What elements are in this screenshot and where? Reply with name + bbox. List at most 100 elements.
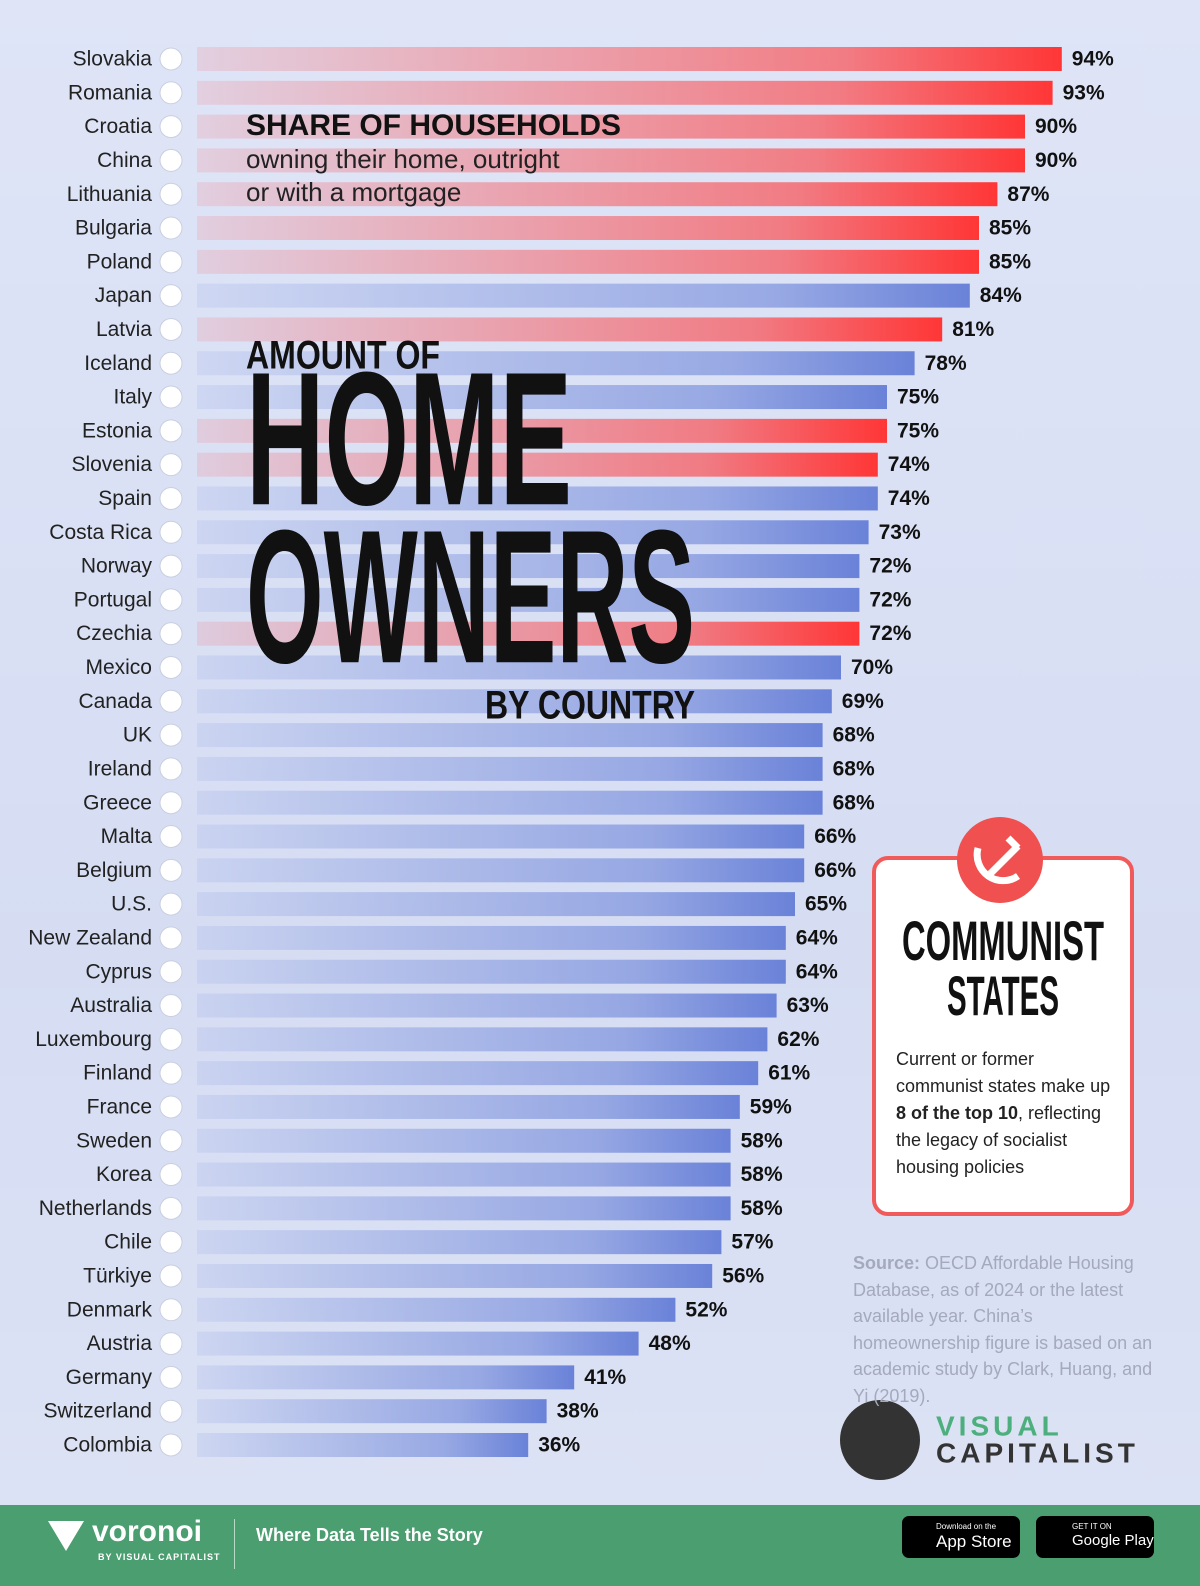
category-label: Chile <box>104 1231 152 1254</box>
category-label: Czechia <box>76 622 152 645</box>
footer-logo-sub: BY VISUAL CAPITALIST <box>98 1552 221 1562</box>
value-label: 59% <box>750 1095 792 1118</box>
bar <box>197 520 869 545</box>
category-label: Croatia <box>84 115 152 138</box>
bar <box>197 689 832 714</box>
value-label: 93% <box>1063 81 1105 104</box>
flag <box>159 554 183 578</box>
category-label: Italy <box>113 386 152 409</box>
bar <box>197 216 979 241</box>
value-label: 85% <box>989 217 1031 240</box>
value-label: 75% <box>897 386 939 409</box>
category-label: UK <box>123 724 152 747</box>
category-label: Mexico <box>85 656 152 679</box>
value-label: 72% <box>869 555 911 578</box>
flag <box>159 1163 183 1187</box>
flag <box>159 1332 183 1356</box>
category-label: New Zealand <box>28 926 152 949</box>
value-label: 66% <box>814 859 856 882</box>
brand-line: CAPITALIST <box>936 1437 1139 1468</box>
flag <box>159 250 183 274</box>
bar <box>197 1061 759 1086</box>
bar <box>197 283 970 308</box>
category-label: Spain <box>98 487 152 510</box>
flag <box>159 520 183 544</box>
flag <box>159 182 183 206</box>
category-label: U.S. <box>111 893 152 916</box>
value-label: 64% <box>796 960 838 983</box>
footer: voronoi BY VISUAL CAPITALIST Where Data … <box>0 1505 1200 1586</box>
google-play-button[interactable]: GET IT ON Google Play <box>1036 1516 1154 1558</box>
category-label: Portugal <box>74 588 152 611</box>
flag <box>159 115 183 139</box>
flag <box>159 1196 183 1220</box>
category-label: Austria <box>87 1332 153 1355</box>
bar <box>197 892 795 917</box>
category-label: Malta <box>101 825 153 848</box>
value-label: 38% <box>557 1400 599 1423</box>
bar <box>197 655 841 680</box>
value-label: 69% <box>842 690 884 713</box>
value-label: 68% <box>833 724 875 747</box>
annotation-heading: STATES <box>947 964 1059 1027</box>
bar <box>197 925 786 950</box>
bar <box>197 47 1062 71</box>
value-label: 56% <box>722 1265 764 1288</box>
subtitle-line: owning their home, outright <box>246 144 560 174</box>
value-label: 84% <box>980 284 1022 307</box>
category-label: Denmark <box>67 1298 153 1321</box>
annotation-text: Current or former communist states make … <box>896 1046 1111 1181</box>
value-label: 58% <box>741 1163 783 1186</box>
bar <box>197 1365 575 1390</box>
bar <box>197 756 823 781</box>
flag <box>159 757 183 781</box>
button-text: Google Play <box>1072 1532 1154 1549</box>
value-label: 63% <box>787 994 829 1017</box>
value-label: 81% <box>952 318 994 341</box>
category-label: Netherlands <box>39 1197 152 1220</box>
button-small: Download on the <box>936 1522 997 1531</box>
bar <box>197 486 878 511</box>
flag <box>159 926 183 950</box>
bar <box>197 858 805 883</box>
flag <box>159 47 183 71</box>
category-label: Colombia <box>63 1434 152 1457</box>
value-label: 48% <box>649 1332 691 1355</box>
footer-logo: voronoi <box>92 1515 202 1548</box>
bar <box>197 1094 740 1119</box>
value-label: 57% <box>731 1231 773 1254</box>
flag <box>159 419 183 443</box>
bar <box>197 993 777 1018</box>
brand-line: VISUAL <box>936 1410 1063 1441</box>
bar <box>197 1128 731 1153</box>
flag <box>159 1399 183 1423</box>
category-label: Luxembourg <box>35 1028 152 1051</box>
flag <box>159 1298 183 1322</box>
source-label: Source: <box>853 1253 921 1273</box>
bar <box>197 959 786 984</box>
flag <box>159 622 183 646</box>
category-label: Norway <box>81 555 153 578</box>
value-label: 68% <box>833 757 875 780</box>
flag <box>159 1129 183 1153</box>
flag <box>159 1365 183 1389</box>
category-label: Canada <box>78 690 152 713</box>
value-label: 75% <box>897 419 939 442</box>
value-label: 68% <box>833 791 875 814</box>
category-label: Lithuania <box>67 183 153 206</box>
bar <box>197 621 860 646</box>
subtitle-heading: SHARE OF HOUSEHOLDS <box>246 109 621 142</box>
category-label: Estonia <box>82 419 152 442</box>
bar <box>197 723 823 748</box>
flag <box>159 655 183 679</box>
bar <box>197 385 887 410</box>
bar <box>197 1263 713 1288</box>
bar <box>197 1162 731 1187</box>
value-label: 72% <box>869 588 911 611</box>
app-store-button[interactable]: Download on the App Store <box>902 1516 1020 1558</box>
bar <box>197 1433 529 1457</box>
bar <box>197 249 979 274</box>
bar <box>197 790 823 815</box>
flag <box>159 1264 183 1288</box>
annotation-bold: 8 of the top 10 <box>896 1103 1019 1123</box>
